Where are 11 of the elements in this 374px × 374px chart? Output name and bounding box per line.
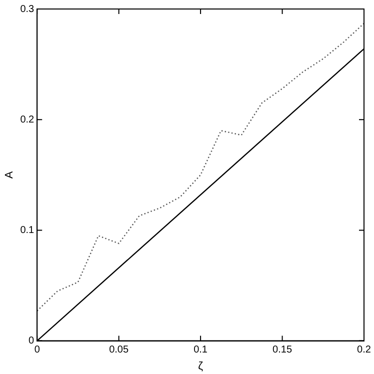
y-tick-label: 0.3 xyxy=(20,4,35,15)
y-axis-title: A xyxy=(4,170,16,179)
x-tick-label: 0.05 xyxy=(109,344,129,356)
x-tick-label: 0.2 xyxy=(357,344,372,356)
line-series xyxy=(37,22,364,312)
y-tick-label: 0 xyxy=(28,336,35,347)
y-tick-label: 0.1 xyxy=(20,224,35,236)
y-tick-label: 0.2 xyxy=(20,114,35,126)
x-tick-label: 0.15 xyxy=(272,344,292,356)
x-tick-label: 0.1 xyxy=(194,344,208,356)
x-axis-title: ζ xyxy=(198,360,204,372)
